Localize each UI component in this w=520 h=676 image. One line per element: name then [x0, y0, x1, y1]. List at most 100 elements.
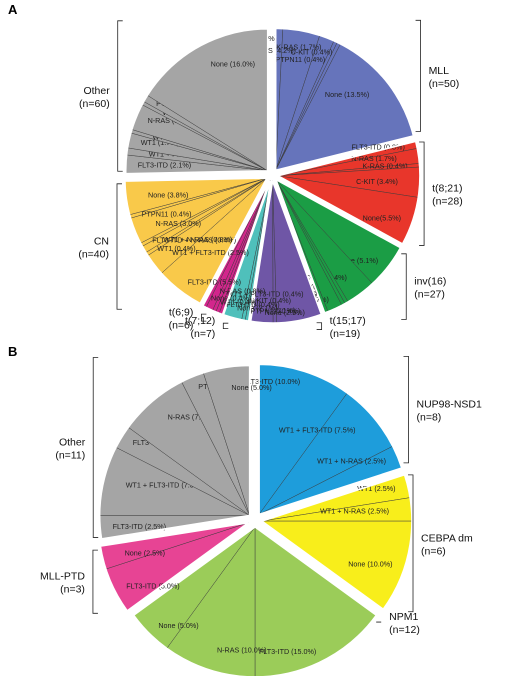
slice-label-other-5: None (5.0%): [231, 383, 271, 392]
slice-label-mll-ptd-0: FLT3-ITD (5.0%): [126, 582, 179, 591]
group-cn: FLT3-ITD (5.5%)WT1 + FLT3-ITD (2.5%)WT1 …: [78, 177, 269, 310]
bracket-other: [117, 20, 123, 172]
group-border-mll: [274, 27, 415, 172]
slice-label-t-6-9-1: WT1 + FLT3-ITD (0.4%): [227, 290, 304, 299]
group-t-8-21: FLT3-ITD (0.8%) N-RAS (1.7%)K-RAS (0.4%) C…: [275, 140, 463, 246]
group-border-npm1: [132, 526, 378, 676]
group-border-inv-16: [274, 177, 402, 314]
slice-label-other-0: FLT3-ITD (2.5%): [113, 522, 166, 531]
pie-chart-a: FLT3-ITD (0.8%) N-RAS (4.2%)K-RAS (1.7%) P…: [78, 19, 463, 340]
slice-label-t-8-21-4: None(5.5%): [363, 214, 401, 223]
group-label-cebpa-dm: CEBPA dm: [421, 532, 473, 544]
slice-label-t-6-9-0: FLT3-ITD (0.4%): [226, 300, 279, 309]
slice-label-cebpa-dm-0: WT1 (2.5%): [357, 484, 395, 493]
group-mll: FLT3-ITD (0.8%) N-RAS (4.2%)K-RAS (1.7%) P…: [224, 19, 460, 172]
slice-label-t-8-21-2: K-RAS (0.4%): [363, 161, 408, 170]
group-cebpa-dm: WT1 (2.5%) WT1 + N-RAS (2.5%) None (10.0%)…: [260, 473, 473, 613]
group-count-t-15-17: (n=19): [330, 328, 361, 340]
slice-label-t-15-17-2: None (2.5%): [265, 308, 305, 317]
slice-label-cn-7: None (3.8%): [148, 191, 188, 200]
bracket-inv-16: [401, 253, 407, 320]
group-border-t-15-17: [249, 180, 323, 324]
slice-label-nup98-nsd1-0: FLT3-ITD (10.0%): [243, 377, 300, 386]
slice-label-npm1-2: None (5.0%): [158, 621, 198, 630]
slice-label-other-0: FLT3-ITD (2.1%): [138, 160, 191, 169]
group-label-t-7-12: t(7;12): [185, 315, 215, 327]
slice-label-mll-5: None (13.5%): [325, 90, 369, 99]
slice-label-nup98-nsd1-2: WT1 + N-RAS (2.5%): [317, 456, 386, 465]
slice-label-t-7-12-0: PTPN11 (0.4%): [251, 307, 301, 316]
group-border-mll-ptd: [99, 521, 250, 612]
group-count-mll: (n=50): [429, 78, 460, 90]
slice-label-cn-3: WT1 + N-RAS (0.8%): [163, 235, 232, 244]
group-border-cebpa-dm: [260, 473, 413, 611]
slice-label-mll-1: N-RAS (4.2%): [250, 46, 296, 55]
group-mll-ptd: FLT3-ITD (5.0%) None (2.5%) MLL-PTD(n=3): [40, 521, 250, 614]
group-t-15-17: FLT3-ITD (5.1%)WT1 (0.4%)None (2.5%)t(15…: [234, 180, 366, 340]
group-label-npm1: NPM1: [389, 611, 418, 623]
group-count-other: (n=60): [79, 98, 110, 110]
group-border-nup98-nsd1: [258, 363, 403, 516]
slice-label-cn-2: WT1 (0.4%): [157, 244, 195, 253]
group-count-t-8-21: (n=28): [432, 196, 463, 208]
bracket-other: [92, 357, 99, 538]
group-count-inv-16: (n=27): [414, 289, 445, 301]
group-label-nup98-nsd1: NUP98-NSD1: [417, 399, 483, 411]
slice-label-mll-4: C-KIT (0.4%): [291, 47, 333, 56]
group-label-mll: MLL: [429, 65, 450, 77]
bracket-t-6-9: [200, 313, 207, 322]
group-border-t-7-12: [222, 180, 272, 323]
bracket-nup98-nsd1: [403, 355, 409, 464]
bracket-cebpa-dm: [408, 474, 414, 613]
group-count-mll-ptd: (n=3): [60, 584, 85, 596]
slice-label-t-8-21-0: FLT3-ITD (0.8%): [351, 143, 404, 152]
group-inv-16: None (5.1%)C-KIT (3.4%)K-RAS (0.4%)N-RAS…: [256, 177, 446, 320]
bracket-t-7-12: [222, 322, 229, 330]
group-other: FLT3-ITD (2.1%)WT1 + FLT3-ITD (0.8%)WT1 …: [79, 20, 269, 175]
group-border-other: [98, 364, 251, 540]
bracket-cn: [116, 183, 122, 310]
slice-label-cn-6: PTPN11 (0.4%): [142, 209, 192, 218]
slice-label-cebpa-dm-1: WT1 + N-RAS (2.5%): [320, 506, 389, 515]
slice-label-cn-5: N-RAS (3.0%): [156, 219, 202, 228]
slice-label-other-2: WT1 (1.7%): [141, 138, 179, 147]
group-label-t-15-17: t(15;17): [330, 315, 366, 327]
group-label-mll-ptd: MLL-PTD: [40, 571, 85, 583]
group-npm1: FLT3-ITD (15.0%)N-RAS (10.0%) None (5.0%)…: [132, 526, 420, 676]
slice-label-t-6-9-3: N-RAS (0.8%): [220, 286, 266, 295]
group-count-npm1: (n=12): [389, 624, 420, 636]
panel-b-letter: B: [8, 344, 17, 359]
slice-label-inv-16-0: None (5.1%): [338, 256, 378, 265]
group-count-cn: (n=40): [78, 249, 109, 261]
group-count-cebpa-dm: (n=6): [421, 545, 446, 557]
slice-label-t-8-21-3: C-KIT (3.4%): [356, 177, 398, 186]
group-label-other: Other: [83, 85, 110, 97]
slice-label-cn-4: FLT3-ITD + N-RAS (0.4%): [152, 236, 236, 245]
bracket-t-15-17: [316, 322, 323, 330]
bracket-t-8-21: [419, 141, 425, 246]
slice-label-cn-1: WT1 + FLT3-ITD (2.5%): [172, 248, 249, 257]
group-nup98-nsd1: FLT3-ITD (10.0%) WT1 + FLT3-ITD (7.5%) WT1…: [243, 355, 483, 516]
group-t-6-9: FLT3-ITD (0.4%)WT1 + FLT3-ITD (0.4%)WT1 …: [169, 180, 304, 332]
panel-a-letter: A: [8, 2, 18, 17]
slice-label-mll-ptd-1: None (2.5%): [125, 548, 165, 557]
pie-chart-b: FLT3-ITD (10.0%) WT1 + FLT3-ITD (7.5%) WT1…: [40, 355, 483, 676]
bracket-mll: [415, 19, 421, 132]
group-label-cn: CN: [94, 236, 109, 248]
slice-label-t-6-9-2: WT1 (0.4%): [220, 298, 258, 307]
slice-label-other-3: N-RAS (7.5%): [168, 412, 214, 421]
group-border-t-6-9: [201, 180, 271, 316]
slice-label-npm1-0: FLT3-ITD (15.0%): [259, 647, 316, 656]
group-label-other: Other: [59, 436, 86, 448]
slice-label-t-8-21-1: N-RAS (1.7%): [351, 154, 397, 163]
group-other: FLT3-ITD (2.5%)WT1 + FLT3-ITD (7.5%)FLT3…: [55, 357, 272, 540]
slice-label-mll-2: K-RAS (1.7%): [276, 43, 321, 52]
group-border-cn: [124, 177, 269, 305]
slice-label-t-7-12-1: C-KIT (0.4%): [249, 296, 291, 305]
slice-label-other-1: WT1 + FLT3-ITD (7.5%): [126, 481, 203, 490]
slice-label-t-7-12-2: None (2.1%): [237, 304, 277, 313]
group-count-other: (n=11): [55, 449, 85, 461]
group-label-inv-16: inv(16): [414, 276, 446, 288]
slice-label-other-7: None (16.0%): [211, 59, 255, 68]
